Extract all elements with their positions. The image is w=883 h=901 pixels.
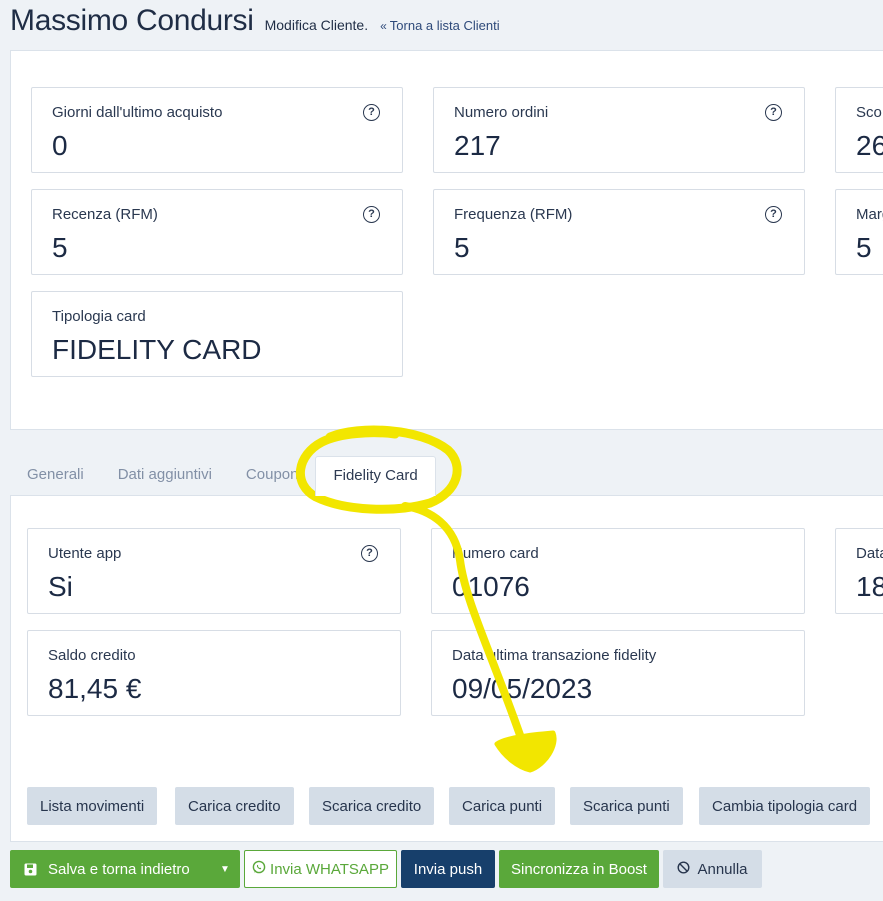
stat-label: Data ultima transazione fidelity [452, 647, 657, 664]
unload-credit-button[interactable]: Scarica credito [309, 787, 435, 825]
double-chevron-left-icon: « [380, 19, 387, 33]
stat-card-card-type: Tipologia card FIDELITY CARD [31, 291, 403, 377]
tab-fidelity-card[interactable]: Fidelity Card [315, 456, 436, 496]
tab-dati-aggiuntivi[interactable]: Dati aggiuntivi [117, 466, 212, 483]
stat-label: Giorni dall'ultimo acquisto [52, 104, 223, 121]
stat-card-order-count: Numero ordini ? 217 [433, 87, 805, 173]
whatsapp-button-label: Invia WHATSAPP [270, 860, 389, 878]
fidelity-card-partial: Data 18 [835, 528, 883, 614]
back-to-clients-link[interactable]: «Torna a lista Clienti [380, 18, 500, 33]
ban-icon [677, 860, 690, 878]
help-icon[interactable]: ? [363, 206, 380, 223]
whatsapp-icon [252, 860, 266, 878]
stat-label: Saldo credito [48, 647, 136, 664]
stat-label: Tipologia card [52, 308, 146, 325]
stat-value: 217 [454, 130, 501, 161]
stat-card-partial-2: Marg 5 [835, 189, 883, 275]
save-button-label: Salva e torna indietro [48, 860, 190, 878]
tab-generali[interactable]: Generali [27, 466, 84, 483]
change-card-type-button[interactable]: Cambia tipologia card [699, 787, 871, 825]
help-icon[interactable]: ? [765, 206, 782, 223]
stat-value: 5 [856, 232, 872, 263]
stat-card-frequency: Frequenza (RFM) ? 5 [433, 189, 805, 275]
help-icon[interactable]: ? [765, 104, 782, 121]
help-icon[interactable]: ? [361, 545, 378, 562]
caret-down-icon[interactable]: ▼ [220, 863, 230, 875]
unload-points-button[interactable]: Scarica punti [570, 787, 683, 825]
page-subtitle: Modifica Cliente. [264, 17, 369, 33]
cancel-button-label: Annulla [697, 860, 748, 878]
list-movements-button[interactable]: Lista movimenti [27, 787, 158, 825]
stat-value: 0 [52, 130, 68, 161]
fidelity-card-app-user: Utente app ? Si [27, 528, 401, 614]
stat-label: Recenza (RFM) [52, 206, 158, 223]
page-header: Massimo Condursi Modifica Cliente. «Torn… [10, 4, 500, 38]
send-push-button[interactable]: Invia push [401, 850, 495, 888]
stat-label: Frequenza (RFM) [454, 206, 573, 223]
save-and-back-button[interactable]: Salva e torna indietro ▼ [10, 850, 240, 888]
stat-card-partial-1: Sco 26 [835, 87, 883, 173]
fidelity-card-last-transaction: Data ultima transazione fidelity 09/05/2… [431, 630, 805, 716]
stat-card-recency: Recenza (RFM) ? 5 [31, 189, 403, 275]
stat-value: 81,45 € [48, 673, 142, 704]
stat-value: FIDELITY CARD [52, 334, 262, 365]
tab-coupon[interactable]: Coupon [245, 466, 299, 483]
fidelity-card-number: Numero card 01076 [431, 528, 805, 614]
load-credit-button[interactable]: Carica credito [175, 787, 294, 825]
cancel-button[interactable]: Annulla [663, 850, 762, 888]
stat-value: 09/05/2023 [452, 673, 593, 704]
stat-value: 01076 [452, 571, 530, 602]
tab-bar: Generali Dati aggiuntivi Coupon Fidelity… [10, 456, 436, 496]
stat-label: Marg [856, 206, 883, 223]
stat-label: Numero ordini [454, 104, 549, 121]
stat-value: 26 [856, 130, 883, 161]
back-link-label: Torna a lista Clienti [389, 18, 500, 33]
help-icon[interactable]: ? [363, 104, 380, 121]
stat-card-days-since-purchase: Giorni dall'ultimo acquisto ? 0 [31, 87, 403, 173]
page-title: Massimo Condursi [10, 4, 254, 37]
fidelity-card-credit-balance: Saldo credito 81,45 € [27, 630, 401, 716]
sync-boost-button[interactable]: Sincronizza in Boost [499, 850, 659, 888]
stat-label: Data [856, 545, 883, 562]
floppy-disk-icon [24, 863, 37, 876]
stat-label: Utente app [48, 545, 122, 562]
stat-label: Numero card [452, 545, 539, 562]
load-points-button[interactable]: Carica punti [449, 787, 556, 825]
send-whatsapp-button[interactable]: Invia WHATSAPP [244, 850, 397, 888]
stat-value: 5 [52, 232, 68, 263]
stat-value: 5 [454, 232, 470, 263]
stat-value: 18 [856, 571, 883, 602]
stat-label: Sco [856, 104, 882, 121]
stat-value: Si [48, 571, 73, 602]
